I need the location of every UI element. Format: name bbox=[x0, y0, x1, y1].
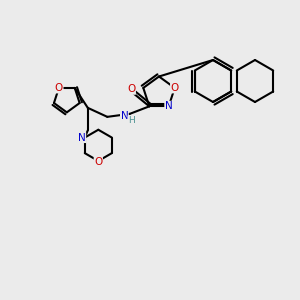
Text: H: H bbox=[128, 116, 135, 125]
Text: O: O bbox=[55, 83, 63, 93]
Text: O: O bbox=[94, 158, 102, 167]
Text: N: N bbox=[78, 133, 86, 142]
Text: N: N bbox=[121, 111, 128, 121]
Text: O: O bbox=[127, 84, 135, 94]
Text: O: O bbox=[171, 83, 179, 93]
Text: N: N bbox=[165, 101, 172, 111]
